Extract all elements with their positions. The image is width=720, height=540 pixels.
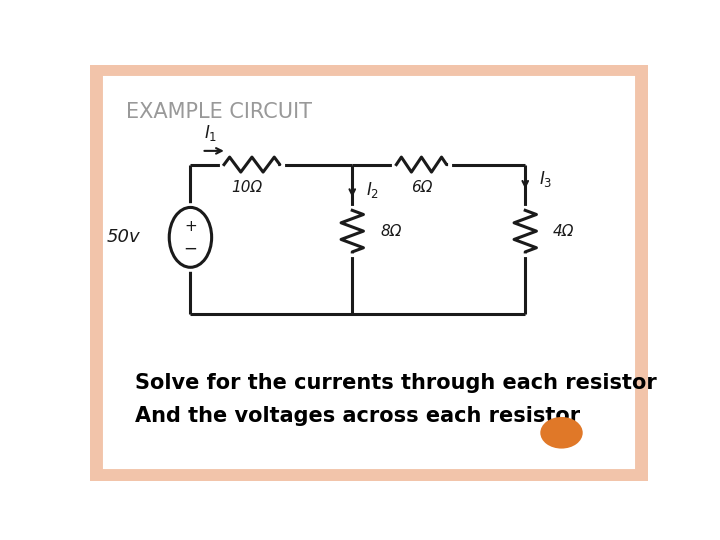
Text: 6Ω: 6Ω bbox=[411, 180, 432, 195]
Ellipse shape bbox=[169, 207, 212, 267]
Text: 50v: 50v bbox=[107, 228, 140, 246]
Text: $I_2$: $I_2$ bbox=[366, 179, 379, 200]
Text: $I_3$: $I_3$ bbox=[539, 169, 552, 189]
Text: EXAMPLE CIRCUIT: EXAMPLE CIRCUIT bbox=[126, 102, 312, 122]
FancyBboxPatch shape bbox=[96, 69, 642, 476]
Text: $I_1$: $I_1$ bbox=[204, 123, 217, 143]
Circle shape bbox=[540, 417, 582, 449]
Text: +: + bbox=[184, 219, 197, 234]
Text: And the voltages across each resistor: And the voltages across each resistor bbox=[135, 406, 580, 426]
Text: 8Ω: 8Ω bbox=[380, 224, 402, 239]
Text: Solve for the currents through each resistor: Solve for the currents through each resi… bbox=[135, 373, 657, 393]
Text: −: − bbox=[184, 240, 197, 258]
Text: 10Ω: 10Ω bbox=[231, 180, 262, 195]
Text: 4Ω: 4Ω bbox=[553, 224, 575, 239]
